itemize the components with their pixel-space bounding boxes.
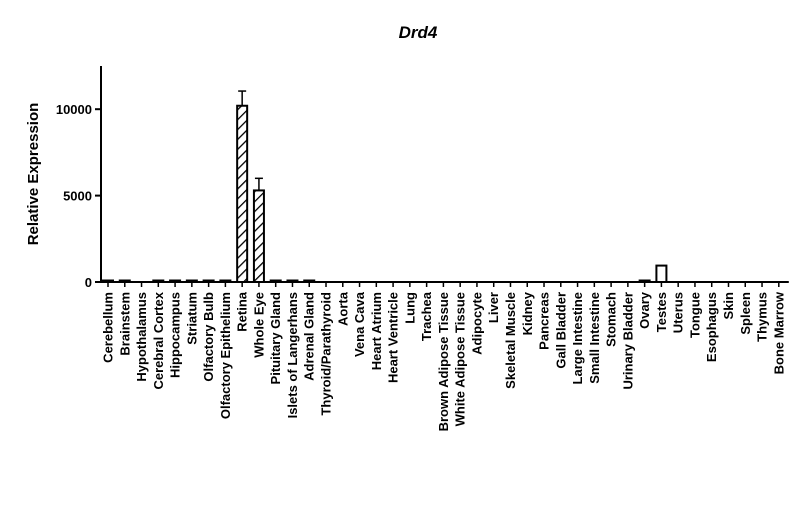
- category-label: Islets of Langerhans: [285, 292, 300, 418]
- category-label: Adipocyte: [469, 292, 484, 355]
- y-tick-label: 10000: [56, 102, 92, 117]
- category-label: Testes: [654, 292, 669, 332]
- bar: [303, 279, 316, 283]
- plot-area: 0 5000 10000 Cerebellum Brainstem Hypothalamu…: [56, 66, 789, 431]
- y-axis-label: Relative Expression: [25, 103, 42, 246]
- category-label: Liver: [486, 292, 501, 323]
- category-label: Thymus: [755, 292, 770, 342]
- category-label: Esophagus: [704, 292, 719, 362]
- bar: [236, 104, 249, 283]
- bar: [638, 279, 651, 283]
- chart-title: Drd4: [399, 23, 438, 42]
- category-label: Retina: [235, 291, 250, 332]
- category-label: Vena Cava: [352, 291, 367, 357]
- category-label: Small Intestine: [587, 292, 602, 384]
- category-label: Tongue: [687, 292, 702, 338]
- category-label: Brainstem: [117, 292, 132, 356]
- category-label: Adrenal Gland: [302, 292, 317, 381]
- bar: [169, 279, 182, 283]
- category-label: Skeletal Muscle: [503, 292, 518, 389]
- category-label: Trachea: [419, 291, 434, 341]
- category-label: Thyroid/Parathyroid: [319, 292, 334, 416]
- category-label: Heart Atrium: [369, 292, 384, 370]
- bar: [185, 279, 198, 283]
- bar: [152, 279, 165, 283]
- category-label: Bone Marrow: [771, 291, 786, 374]
- category-label: Gall Bladder: [553, 292, 568, 369]
- category-label: Large Intestine: [570, 292, 585, 384]
- bar: [219, 279, 232, 283]
- category-label: Hippocampus: [168, 292, 183, 378]
- category-label: Brown Adipose Tissue: [436, 292, 451, 431]
- category-label: Cerebellum: [101, 292, 116, 363]
- bar: [202, 279, 215, 283]
- bar: [269, 279, 282, 283]
- category-label: Stomach: [604, 292, 619, 347]
- category-label: Urinary Bladder: [620, 292, 635, 390]
- bar: [118, 279, 131, 283]
- category-label: Whole Eye: [251, 292, 266, 358]
- category-label: Skin: [721, 292, 736, 320]
- bar: [655, 264, 668, 284]
- category-label: Lung: [402, 292, 417, 324]
- bar: [252, 189, 265, 283]
- category-label: Kidney: [520, 291, 535, 335]
- y-tick-label: 0: [85, 275, 92, 290]
- y-tick-label: 5000: [63, 189, 92, 204]
- bar: [102, 279, 114, 283]
- category-label: Olfactory Bulb: [201, 292, 216, 382]
- category-label: Pituitary Gland: [268, 292, 283, 385]
- category-label: Hypothalamus: [134, 292, 149, 382]
- category-label: Ovary: [637, 291, 652, 329]
- category-label: Spleen: [738, 292, 753, 335]
- category-label: Uterus: [671, 292, 686, 333]
- category-label: White Adipose Tissue: [453, 292, 468, 426]
- category-label: Heart Ventricle: [386, 292, 401, 383]
- category-label: Cerebral Cortex: [151, 291, 166, 389]
- category-label: Aorta: [335, 291, 350, 326]
- category-label: Olfactory Epithelium: [218, 292, 233, 419]
- bar: [286, 279, 299, 283]
- category-label: Pancreas: [537, 292, 552, 350]
- category-label: Striatum: [184, 292, 199, 345]
